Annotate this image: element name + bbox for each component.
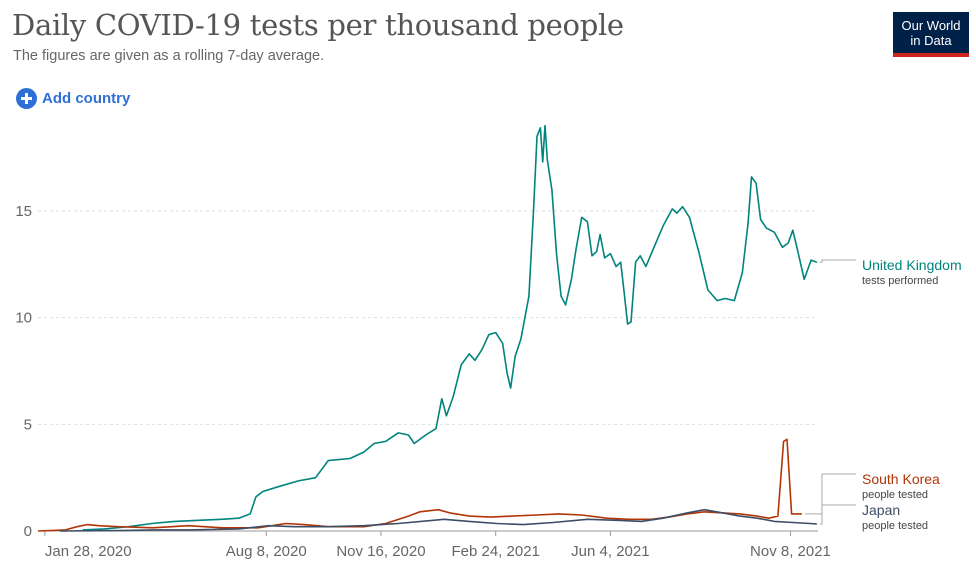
x-tick-label: Feb 24, 2021	[451, 543, 539, 560]
y-tick-label: 0	[24, 523, 32, 540]
y-tick-label: 5	[24, 416, 32, 433]
x-tick-label: Nov 16, 2020	[336, 543, 425, 560]
connector-south-korea	[804, 473, 856, 515]
x-tick-label: Aug 8, 2020	[226, 543, 307, 560]
x-tick-label: Jun 4, 2021	[571, 543, 649, 560]
series-label-south-korea: South Korea	[862, 471, 940, 487]
series-layer	[37, 124, 818, 532]
chart-subtitle: The figures are given as a rolling 7-day…	[13, 48, 325, 64]
series-sublabel-japan: people tested	[862, 520, 928, 532]
plus-circle-icon	[16, 88, 37, 109]
x-tick-label: Nov 8, 2021	[750, 543, 831, 560]
connector-united-kingdom	[819, 259, 856, 263]
logo-line-2: in Data	[910, 32, 952, 48]
series-label-united-kingdom: United Kingdom	[862, 257, 962, 273]
series-label-japan: Japan	[862, 502, 900, 518]
series-line-japan	[59, 508, 817, 532]
x-tick-label: Jan 28, 2020	[45, 543, 132, 560]
add-country-label: Add country	[42, 90, 131, 107]
series-sublabel-south-korea: people tested	[862, 489, 928, 501]
series-label-layer: United Kingdom tests performed South Korea…	[804, 257, 962, 532]
grid-layer	[38, 210, 818, 532]
logo-line-1: Our World	[901, 17, 961, 33]
series-line-united-kingdom	[82, 124, 818, 531]
axis-layer: 0 5 10 15 Jan 28, 2020 Aug 8, 2020 Nov 16, 202…	[15, 203, 831, 560]
add-country-button[interactable]: Add country	[16, 88, 130, 109]
owid-logo[interactable]: Our World in Data	[893, 12, 969, 57]
series-sublabel-united-kingdom: tests performed	[862, 275, 938, 287]
chart-title: Daily COVID-19 tests per thousand people	[12, 8, 624, 42]
y-tick-label: 10	[15, 310, 32, 327]
connector-japan	[819, 504, 856, 525]
y-tick-label: 15	[15, 203, 32, 220]
series-line-south-korea	[37, 438, 802, 532]
